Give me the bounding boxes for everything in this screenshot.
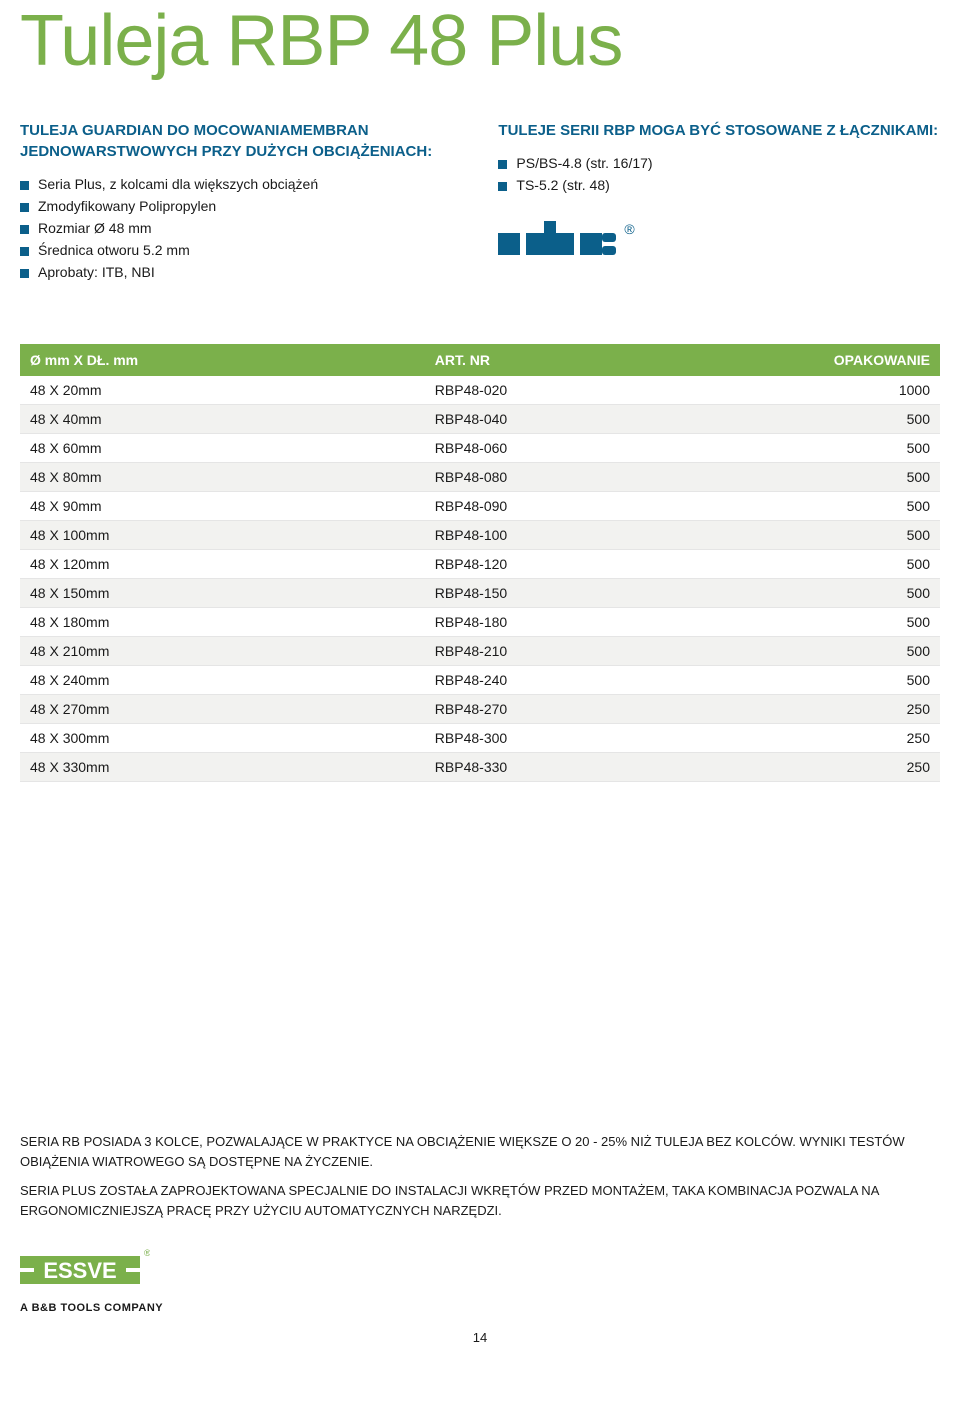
table-cell: 48 X 150mm (20, 579, 425, 608)
intro-columns: TULEJA GUARDIAN DO MOCOWANIAMEMBRAN JEDN… (20, 120, 940, 286)
table-header-row: Ø mm X DŁ. mm ART. NR OPAKOWANIE (20, 344, 940, 376)
table-cell: 48 X 120mm (20, 550, 425, 579)
svg-text:®: ® (144, 1248, 150, 1258)
page-number: 14 (20, 1330, 940, 1345)
table-cell: RBP48-060 (425, 434, 756, 463)
table-cell: 250 (756, 753, 940, 782)
list-item: TS-5.2 (str. 48) (498, 177, 940, 193)
table-cell: 48 X 100mm (20, 521, 425, 550)
table-cell: 500 (756, 405, 940, 434)
table-cell: RBP48-090 (425, 492, 756, 521)
essve-tagline: A B&B TOOLS COMPANY (20, 1302, 940, 1314)
table-cell: 500 (756, 550, 940, 579)
table-cell: 500 (756, 579, 940, 608)
list-item: PS/BS-4.8 (str. 16/17) (498, 155, 940, 171)
table-cell: 48 X 60mm (20, 434, 425, 463)
table-row: 48 X 210mmRBP48-210500 (20, 637, 940, 666)
table-cell: RBP48-210 (425, 637, 756, 666)
table-cell: 500 (756, 637, 940, 666)
table-cell: 1000 (756, 376, 940, 405)
list-item: Aprobaty: ITB, NBI (20, 264, 462, 280)
list-item: Rozmiar Ø 48 mm (20, 220, 462, 236)
table-row: 48 X 100mmRBP48-100500 (20, 521, 940, 550)
list-item: Średnica otworu 5.2 mm (20, 242, 462, 258)
table-row: 48 X 300mmRBP48-300250 (20, 724, 940, 753)
table-header: Ø mm X DŁ. mm (20, 344, 425, 376)
table-cell: 48 X 300mm (20, 724, 425, 753)
table-cell: 48 X 90mm (20, 492, 425, 521)
table-cell: 500 (756, 666, 940, 695)
left-bullets: Seria Plus, z kolcami dla większych obci… (20, 176, 462, 280)
table-cell: RBP48-080 (425, 463, 756, 492)
product-table: Ø mm X DŁ. mm ART. NR OPAKOWANIE 48 X 20… (20, 344, 940, 782)
note-paragraph: SERIA PLUS ZOSTAŁA ZAPROJEKTOWANA SPECJA… (20, 1181, 940, 1220)
table-cell: RBP48-150 (425, 579, 756, 608)
table-cell: RBP48-120 (425, 550, 756, 579)
table-cell: 500 (756, 521, 940, 550)
table-header: ART. NR (425, 344, 756, 376)
table-cell: 48 X 240mm (20, 666, 425, 695)
table-row: 48 X 270mmRBP48-270250 (20, 695, 940, 724)
table-cell: RBP48-270 (425, 695, 756, 724)
table-cell: 250 (756, 724, 940, 753)
left-heading: TULEJA GUARDIAN DO MOCOWANIAMEMBRAN JEDN… (20, 120, 462, 162)
essve-logo: ESSVE ® A B&B TOOLS COMPANY (20, 1246, 940, 1314)
svg-text:ESSVE: ESSVE (43, 1258, 116, 1283)
table-cell: 500 (756, 463, 940, 492)
table-cell: 500 (756, 608, 940, 637)
registered-icon: ® (624, 221, 634, 237)
table-row: 48 X 60mmRBP48-060500 (20, 434, 940, 463)
table-cell: 500 (756, 492, 940, 521)
table-cell: RBP48-300 (425, 724, 756, 753)
intro-left: TULEJA GUARDIAN DO MOCOWANIAMEMBRAN JEDN… (20, 120, 462, 286)
table-cell: 48 X 40mm (20, 405, 425, 434)
table-row: 48 X 330mmRBP48-330250 (20, 753, 940, 782)
footer-notes: SERIA RB POSIADA 3 KOLCE, POZWALAJĄCE W … (20, 1132, 940, 1220)
list-item: Zmodyfikowany Polipropylen (20, 198, 462, 214)
table-cell: 48 X 180mm (20, 608, 425, 637)
table-cell: 48 X 330mm (20, 753, 425, 782)
list-item: Seria Plus, z kolcami dla większych obci… (20, 176, 462, 192)
table-cell: 500 (756, 434, 940, 463)
table-row: 48 X 40mmRBP48-040500 (20, 405, 940, 434)
table-cell: RBP48-180 (425, 608, 756, 637)
table-row: 48 X 120mmRBP48-120500 (20, 550, 940, 579)
intro-right: TULEJE SERII RBP MOGA BYĆ STOSOWANE Z ŁĄ… (498, 120, 940, 286)
table-row: 48 X 150mmRBP48-150500 (20, 579, 940, 608)
table-row: 48 X 20mmRBP48-0201000 (20, 376, 940, 405)
table-row: 48 X 90mmRBP48-090500 (20, 492, 940, 521)
table-cell: 48 X 80mm (20, 463, 425, 492)
table-cell: 48 X 270mm (20, 695, 425, 724)
table-header: OPAKOWANIE (756, 344, 940, 376)
table-cell: RBP48-330 (425, 753, 756, 782)
note-paragraph: SERIA RB POSIADA 3 KOLCE, POZWALAJĄCE W … (20, 1132, 940, 1171)
table-row: 48 X 240mmRBP48-240500 (20, 666, 940, 695)
table-cell: RBP48-100 (425, 521, 756, 550)
table-cell: RBP48-020 (425, 376, 756, 405)
table-cell: 48 X 20mm (20, 376, 425, 405)
itb-logo: ® (498, 221, 940, 267)
table-cell: RBP48-040 (425, 405, 756, 434)
table-cell: RBP48-240 (425, 666, 756, 695)
table-cell: 250 (756, 695, 940, 724)
table-row: 48 X 180mmRBP48-180500 (20, 608, 940, 637)
table-cell: 48 X 210mm (20, 637, 425, 666)
page-title: Tuleja RBP 48 Plus (20, 0, 940, 82)
table-row: 48 X 80mmRBP48-080500 (20, 463, 940, 492)
right-bullets: PS/BS-4.8 (str. 16/17) TS-5.2 (str. 48) (498, 155, 940, 193)
right-heading: TULEJE SERII RBP MOGA BYĆ STOSOWANE Z ŁĄ… (498, 120, 940, 141)
